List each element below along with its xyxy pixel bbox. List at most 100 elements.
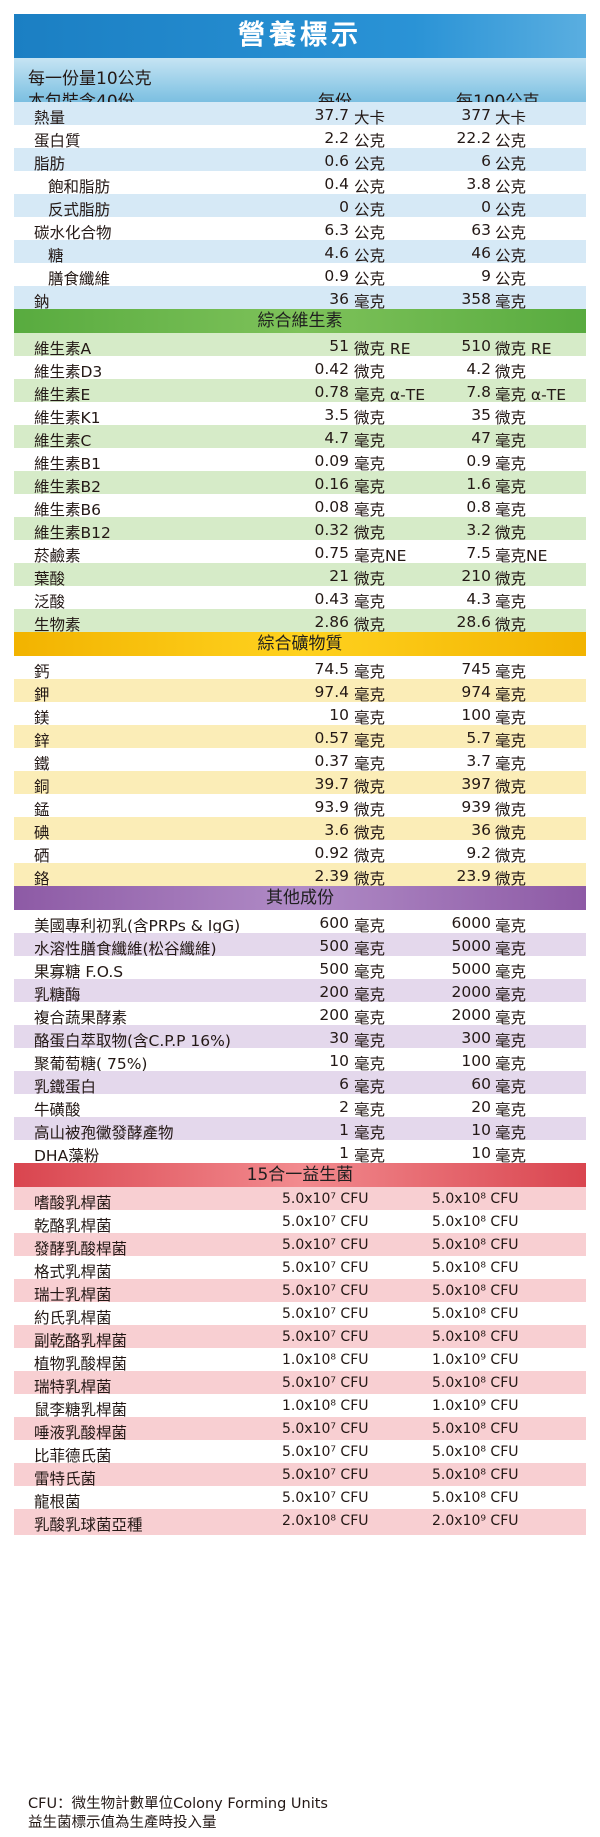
nutrient-name: 銅	[34, 778, 50, 796]
per-serving-unit: 微克	[354, 616, 386, 634]
per-serving-count: 5.0x10⁷ CFU	[282, 1444, 369, 1460]
per-100g-value: 0.9	[466, 452, 491, 470]
others-row: 乳鐵蛋白 6 毫克 60 毫克	[14, 1071, 586, 1097]
basic-row: 碳水化合物 6.3 公克 63 公克	[14, 217, 586, 243]
nutrient-name: 維生素B12	[34, 524, 111, 542]
per-serving-count: 1.0x10⁸ CFU	[282, 1398, 369, 1414]
per-100g-unit: 毫克	[495, 501, 527, 519]
nutrient-name: 比菲德氏菌	[34, 1447, 112, 1465]
per-serving-value: 1	[339, 1121, 349, 1139]
per-serving-value: 600	[319, 914, 349, 932]
per-100g-value: 7.8	[466, 383, 491, 401]
per-100g-value: 0.8	[466, 498, 491, 516]
per-serving-value: 39.7	[314, 775, 349, 793]
vitamins-row: 維生素B2 0.16 毫克 1.6 毫克	[14, 471, 586, 497]
nutrient-name: 乾酪乳桿菌	[34, 1217, 112, 1235]
per-100g-unit: 微克	[495, 870, 527, 888]
others-row: 高山被孢黴發酵產物 1 毫克 10 毫克	[14, 1117, 586, 1143]
others-row: 果寡糖 F.O.S 500 毫克 5000 毫克	[14, 956, 586, 982]
per-100g-unit: 毫克	[495, 963, 527, 981]
per-100g-count: 5.0x10⁸ CFU	[432, 1214, 519, 1230]
per-100g-value: 3.2	[466, 521, 491, 539]
vitamins-row: 維生素E 0.78 毫克 α-TE 7.8 毫克 α-TE	[14, 379, 586, 405]
per-100g-count: 5.0x10⁸ CFU	[432, 1260, 519, 1276]
per-serving-unit: 毫克	[354, 1009, 386, 1027]
per-serving-unit: 微克	[354, 870, 386, 888]
per-serving-unit: 毫克	[354, 1147, 386, 1165]
minerals-row: 鈣 74.5 毫克 745 毫克	[14, 656, 586, 682]
per-serving-value: 2.86	[314, 613, 349, 631]
section-others: 其他成份	[14, 886, 586, 910]
vitamins-row: 維生素K1 3.5 微克 35 微克	[14, 402, 586, 428]
per-serving-value: 30	[329, 1029, 349, 1047]
per-serving-count: 5.0x10⁷ CFU	[282, 1329, 369, 1345]
per-serving-unit: 微克 RE	[354, 340, 411, 358]
per-100g-unit: 公克	[495, 132, 527, 150]
nutrient-name: 雷特氏菌	[34, 1470, 97, 1488]
per-100g-value: 6	[481, 152, 491, 170]
per-serving-unit: 微克	[354, 847, 386, 865]
per-serving-unit: 毫克	[354, 478, 386, 496]
per-100g-count: 2.0x10⁹ CFU	[432, 1513, 519, 1529]
nutrient-name: 維生素E	[34, 386, 91, 404]
basic-row: 糖 4.6 公克 46 公克	[14, 240, 586, 266]
nutrient-name: 乳鐵蛋白	[34, 1078, 97, 1096]
per-100g-unit: 毫克	[495, 686, 527, 704]
per-serving-value: 500	[319, 937, 349, 955]
per-serving-value: 0.09	[314, 452, 349, 470]
per-100g-value: 358	[461, 290, 491, 308]
vitamins-row: 維生素B12 0.32 微克 3.2 微克	[14, 517, 586, 543]
per-serving-unit: 公克	[354, 201, 386, 219]
nutrient-name: 錳	[34, 801, 50, 819]
per-serving-unit: 毫克	[354, 1078, 386, 1096]
probiotics-row: 龍根菌 5.0x10⁷ CFU 5.0x10⁸ CFU	[14, 1486, 586, 1512]
per-100g-value: 28.6	[456, 613, 491, 631]
per-100g-unit: 毫克	[495, 593, 527, 611]
per-serving-value: 2.39	[314, 867, 349, 885]
per-100g-value: 0	[481, 198, 491, 216]
per-serving-unit: 微克	[354, 524, 386, 542]
per-100g-value: 7.5	[466, 544, 491, 562]
per-100g-value: 5.7	[466, 729, 491, 747]
per-serving-value: 93.9	[314, 798, 349, 816]
others-row: DHA藻粉 1 毫克 10 毫克	[14, 1140, 586, 1166]
per-serving-unit: 毫克	[354, 1101, 386, 1119]
per-serving-unit: 公克	[354, 155, 386, 173]
per-100g-count: 5.0x10⁸ CFU	[432, 1444, 519, 1460]
per-100g-unit: 微克	[495, 824, 527, 842]
per-100g-value: 2000	[451, 983, 491, 1001]
nutrient-name: 蛋白質	[34, 132, 81, 150]
nutrient-name: 副乾酪乳桿菌	[34, 1332, 128, 1350]
per-serving-unit: 毫克	[354, 1055, 386, 1073]
vitamins-row: 菸鹼素 0.75 毫克NE 7.5 毫克NE	[14, 540, 586, 566]
basic-row: 蛋白質 2.2 公克 22.2 公克	[14, 125, 586, 151]
per-100g-value: 100	[461, 706, 491, 724]
per-serving-value: 0.75	[314, 544, 349, 562]
per-serving-value: 10	[329, 706, 349, 724]
probiotics-row: 瑞士乳桿菌 5.0x10⁷ CFU 5.0x10⁸ CFU	[14, 1279, 586, 1305]
per-100g-value: 939	[461, 798, 491, 816]
nutrient-name: 反式脂肪	[48, 201, 111, 219]
nutrient-name: 約氏乳桿菌	[34, 1309, 112, 1327]
nutrient-name: 碳水化合物	[34, 224, 112, 242]
nutrient-name: 飽和脂肪	[48, 178, 111, 196]
nutrient-name: 瑞士乳桿菌	[34, 1286, 112, 1304]
others-row: 酪蛋白萃取物(含C.P.P 16%) 30 毫克 300 毫克	[14, 1025, 586, 1051]
per-serving-value: 200	[319, 983, 349, 1001]
per-100g-count: 5.0x10⁸ CFU	[432, 1329, 519, 1345]
nutrient-name: 硒	[34, 847, 50, 865]
per-serving-unit: 公克	[354, 178, 386, 196]
per-serving-unit: 毫克	[354, 501, 386, 519]
nutrient-name: 牛磺酸	[34, 1101, 81, 1119]
per-serving-unit: 毫克	[354, 455, 386, 473]
vitamins-row: 維生素A 51 微克 RE 510 微克 RE	[14, 333, 586, 359]
per-serving-unit: 微克	[354, 570, 386, 588]
per-serving-unit: 毫克	[354, 963, 386, 981]
per-100g-unit: 微克 RE	[495, 340, 552, 358]
per-serving-unit: 毫克	[354, 986, 386, 1004]
per-serving-unit: 毫克	[354, 732, 386, 750]
per-serving-value: 0.08	[314, 498, 349, 516]
minerals-row: 鐵 0.37 毫克 3.7 毫克	[14, 748, 586, 774]
per-100g-unit: 公克	[495, 247, 527, 265]
probiotics-row: 比菲德氏菌 5.0x10⁷ CFU 5.0x10⁸ CFU	[14, 1440, 586, 1466]
